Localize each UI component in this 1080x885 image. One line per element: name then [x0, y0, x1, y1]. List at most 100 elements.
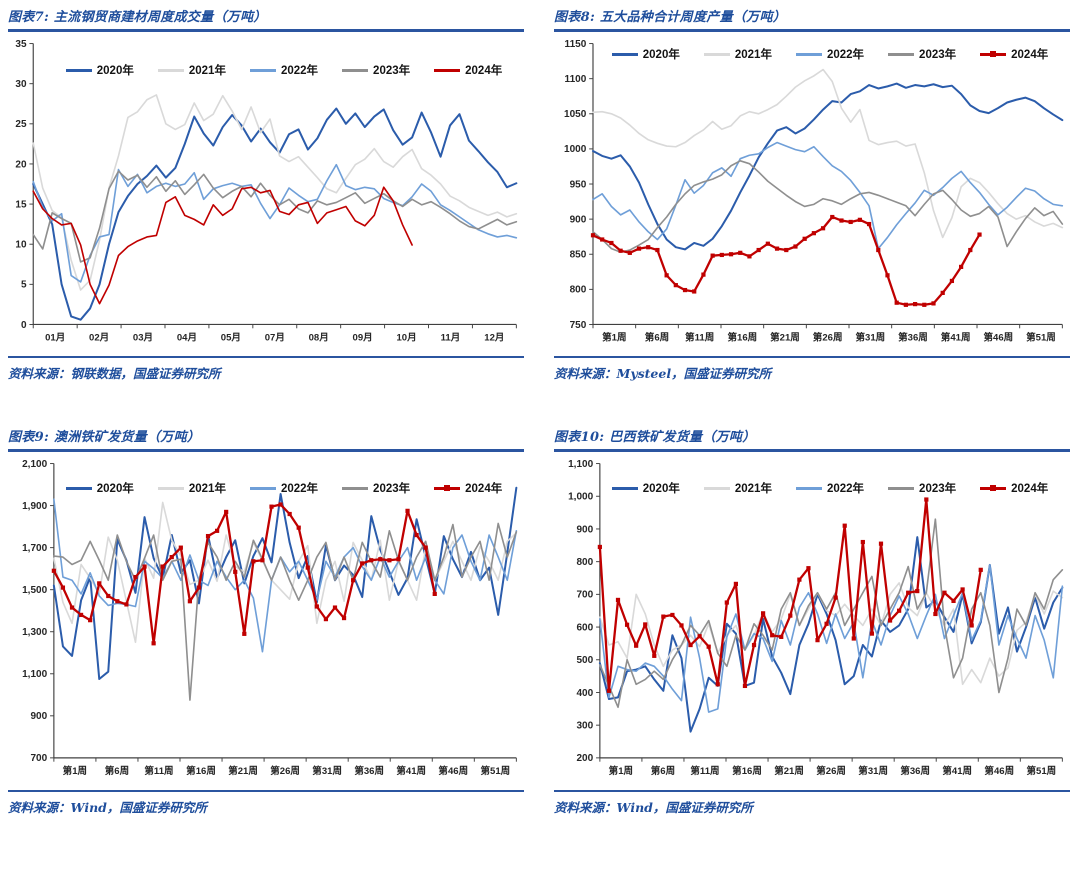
chart10-area: 200 300 400 500 600 700 800 900 1,000 1,100 第1周 第6周…: [554, 454, 1070, 787]
svg-text:08月: 08月: [309, 333, 329, 344]
svg-text:02月: 02月: [89, 333, 109, 344]
svg-text:2,100: 2,100: [22, 459, 47, 470]
svg-text:第41周: 第41周: [396, 765, 426, 777]
chart9-source: 资料来源：Wind，国盛证券研究所: [8, 799, 207, 815]
svg-text:第21周: 第21周: [770, 332, 800, 344]
svg-text:第51周: 第51周: [480, 765, 510, 777]
svg-text:0: 0: [21, 320, 27, 331]
svg-text:900: 900: [576, 524, 593, 535]
chart9-title-divider: [8, 449, 524, 453]
svg-text:07月: 07月: [265, 333, 285, 344]
charts-grid: 图表7: 主流钢贸商建材周度成交量（万吨） 0 5 10 15 20 25 30 35 01月 0…: [8, 6, 1070, 816]
svg-text:第11周: 第11周: [144, 765, 173, 777]
chart7-title: 图表7: 主流钢贸商建材周度成交量（万吨）: [8, 10, 267, 25]
svg-text:第51周: 第51周: [1026, 332, 1056, 344]
svg-text:第26周: 第26周: [813, 332, 843, 344]
svg-text:第31周: 第31周: [858, 765, 888, 777]
panel-chart8: 图表8: 五大品种合计周度产量（万吨） 750 800 850 900 950 1000 1…: [554, 6, 1070, 382]
svg-text:1100: 1100: [565, 74, 587, 85]
chart10-line-chart: 200 300 400 500 600 700 800 900 1,000 1,100 第1周 第6周…: [568, 459, 1064, 777]
svg-text:25: 25: [15, 119, 27, 130]
svg-text:12月: 12月: [484, 333, 504, 344]
svg-text:第26周: 第26周: [816, 765, 846, 777]
chart7-source: 资料来源：钢联数据，国盛证券研究所: [8, 366, 221, 382]
svg-text:第16周: 第16周: [727, 332, 757, 344]
svg-text:第1周: 第1周: [609, 765, 633, 777]
svg-text:1150: 1150: [565, 39, 587, 50]
svg-text:10: 10: [15, 240, 27, 251]
svg-text:第6周: 第6周: [645, 332, 669, 344]
svg-text:1,100: 1,100: [22, 669, 47, 680]
svg-text:第46周: 第46周: [983, 332, 1013, 344]
chart9-title: 图表9: 澳洲铁矿发货量（万吨）: [8, 430, 201, 446]
svg-text:第21周: 第21周: [228, 765, 258, 777]
chart10-title: 图表10: 巴西铁矿发货量（万吨）: [554, 430, 756, 446]
svg-text:750: 750: [570, 320, 587, 331]
svg-text:1,100: 1,100: [568, 459, 593, 470]
chart8-source-divider: [554, 356, 1070, 359]
svg-text:900: 900: [570, 214, 587, 225]
svg-text:500: 500: [576, 655, 593, 666]
chart7-line-chart: 0 5 10 15 20 25 30 35 01月 02月 03月 04月 05月 07月 08月 09月 10…: [15, 39, 518, 344]
svg-text:第6周: 第6周: [105, 765, 129, 777]
svg-text:20: 20: [15, 159, 27, 170]
chart9-line-chart: 700 900 1,100 1,300 1,500 1,700 1,900 2,100 第1周 第…: [22, 459, 518, 777]
chart10-source: 资料来源：Wind，国盛证券研究所: [554, 799, 753, 815]
svg-text:11月: 11月: [441, 333, 461, 344]
svg-text:第36周: 第36周: [354, 765, 384, 777]
svg-text:1,300: 1,300: [22, 627, 47, 638]
svg-text:30: 30: [15, 79, 27, 90]
chart7-area: 0 5 10 15 20 25 30 35 01月 02月 03月 04月 05月 07月 08月 09月 10…: [8, 34, 524, 353]
panel-chart9: 图表9: 澳洲铁矿发货量（万吨） 700 900 1,100 1,300 1,500 1,…: [8, 426, 524, 816]
svg-text:03月: 03月: [133, 333, 153, 344]
svg-text:第41周: 第41周: [942, 765, 972, 777]
chart8-title-divider: [554, 29, 1070, 32]
chart9-area: 700 900 1,100 1,300 1,500 1,700 1,900 2,100 第1周 第…: [8, 454, 524, 787]
svg-text:01月: 01月: [45, 333, 65, 344]
svg-text:1,000: 1,000: [568, 492, 593, 503]
svg-text:5: 5: [21, 280, 27, 291]
svg-text:第46周: 第46周: [438, 765, 468, 777]
svg-text:200: 200: [576, 753, 593, 764]
svg-text:第36周: 第36周: [900, 765, 930, 777]
panel-chart10: 图表10: 巴西铁矿发货量（万吨） 200 300 400 500 600 700 800 9…: [554, 426, 1070, 816]
svg-text:第16周: 第16周: [186, 765, 216, 777]
svg-text:第46周: 第46周: [984, 765, 1014, 777]
chart7-source-divider: [8, 356, 524, 359]
chart8-line-chart: 750 800 850 900 950 1000 1050 1100 1150 第1周 第6周 第11…: [564, 39, 1064, 344]
panel-chart7: 图表7: 主流钢贸商建材周度成交量（万吨） 0 5 10 15 20 25 30 35 01月 0…: [8, 6, 524, 382]
chart7-title-divider: [8, 29, 524, 32]
svg-text:700: 700: [30, 753, 47, 764]
svg-text:04月: 04月: [177, 333, 197, 344]
svg-text:1000: 1000: [564, 144, 587, 155]
svg-text:800: 800: [570, 285, 587, 296]
svg-text:1,700: 1,700: [22, 543, 47, 554]
chart8-source: 资料来源：Mysteel，国盛证券研究所: [554, 366, 772, 382]
svg-text:第1周: 第1周: [602, 332, 626, 344]
chart8-title: 图表8: 五大品种合计周度产量（万吨）: [554, 10, 787, 25]
svg-text:15: 15: [15, 199, 27, 210]
svg-text:第1周: 第1周: [63, 765, 87, 777]
svg-text:第51周: 第51周: [1026, 765, 1056, 777]
svg-text:700: 700: [576, 590, 593, 601]
svg-text:600: 600: [576, 623, 593, 634]
svg-text:第6周: 第6周: [651, 765, 675, 777]
svg-text:1050: 1050: [564, 109, 587, 120]
svg-text:第31周: 第31周: [855, 332, 885, 344]
svg-text:第41周: 第41周: [941, 332, 971, 344]
svg-text:1,900: 1,900: [22, 501, 47, 512]
svg-text:10月: 10月: [396, 333, 416, 344]
svg-text:第26周: 第26周: [270, 765, 300, 777]
svg-text:400: 400: [576, 688, 593, 699]
svg-text:第21周: 第21周: [774, 765, 804, 777]
svg-text:第11周: 第11周: [685, 332, 714, 344]
svg-text:35: 35: [15, 39, 27, 50]
chart10-title-divider: [554, 449, 1070, 453]
chart8-area: 750 800 850 900 950 1000 1050 1100 1150 第1周 第6周 第11…: [554, 34, 1070, 353]
svg-text:05月: 05月: [221, 333, 241, 344]
svg-text:950: 950: [570, 179, 587, 190]
svg-text:850: 850: [570, 250, 587, 261]
svg-text:第11周: 第11周: [690, 765, 719, 777]
svg-text:1,500: 1,500: [22, 585, 47, 596]
chart10-source-divider: [554, 789, 1070, 792]
